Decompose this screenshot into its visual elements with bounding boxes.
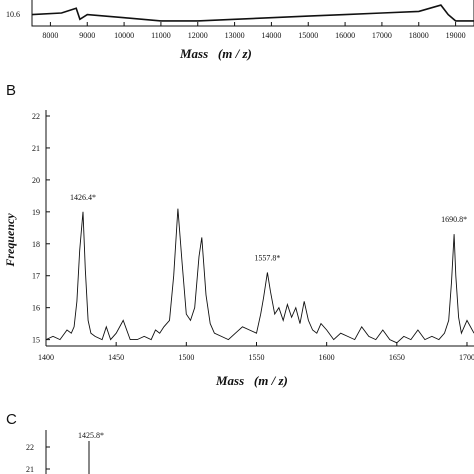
panel-a-plot-frame <box>31 0 474 27</box>
panel-b-x-tick-label: 1450 <box>108 353 124 362</box>
panel-b-y-tick-label: 15 <box>32 336 40 345</box>
panel-b-peak-label: 1557.8* <box>254 254 280 263</box>
panel-b-y-tick-label: 19 <box>32 208 40 217</box>
panel-a-x-tick-label: 13000 <box>225 31 245 40</box>
panel-c-peak-label: 1425.8* <box>78 431 104 440</box>
panel-b-y-tick-label: 18 <box>32 240 40 249</box>
panel-b-peak-label: 1426.4* <box>70 193 96 202</box>
panel-c-y-tick-label: 22 <box>26 443 34 452</box>
panel-a-x-tick-label: 18000 <box>409 31 429 40</box>
panel-b-x-axis-ticks: 1400 1450 1500 1550 1600 1650 1700 <box>38 342 474 362</box>
panel-a-x-tick-label: 9000 <box>79 31 95 40</box>
panel-b-y-tick-label: 22 <box>32 112 40 121</box>
panel-b-x-tick-label: 1400 <box>38 353 54 362</box>
panel-b-y-tick-label: 16 <box>32 304 40 313</box>
panel-a-x-tick-label: 11000 <box>151 31 171 40</box>
panel-a: 10.6 8000 9000 10000 11000 12000 13000 14000 15… <box>6 0 474 61</box>
panel-b-x-axis-title: Mass (m / z) <box>215 373 288 388</box>
panel-a-x-tick-label: 16000 <box>335 31 355 40</box>
panel-a-x-tick-label: 10000 <box>114 31 134 40</box>
panel-b-series-line <box>45 208 474 344</box>
panel-a-x-tick-label: 19000 <box>446 31 466 40</box>
panel-b-y-tick-label: 21 <box>32 144 40 153</box>
panel-a-y-tick-label: 10.6 <box>6 10 20 19</box>
panel-b-x-tick-label: 1550 <box>248 353 264 362</box>
panel-c-letter: C <box>6 411 17 428</box>
panel-a-x-axis: 8000 9000 10000 11000 12000 13000 14000 15000 16… <box>42 22 466 40</box>
panel-c-y-tick-label: 21 <box>26 465 34 474</box>
panel-b-x-tick-label: 1500 <box>178 353 194 362</box>
panel-b-peak-label: 1690.8* <box>441 215 467 224</box>
panel-b-peak-labels: 1426.4* 1557.8* 1690.8* <box>70 193 467 263</box>
panel-a-x-tick-label: 15000 <box>298 31 318 40</box>
panel-a-series-line <box>31 4 474 22</box>
panel-b-y-axis-ticks: 15 16 17 18 19 20 21 22 <box>32 112 50 345</box>
panel-a-x-tick-label: 14000 <box>261 31 281 40</box>
panel-a-x-tick-label: 12000 <box>188 31 208 40</box>
panel-b-y-tick-label: 20 <box>32 176 40 185</box>
panel-a-x-tick-label: 17000 <box>372 31 392 40</box>
panel-b-x-tick-label: 1650 <box>389 353 405 362</box>
panel-b-y-axis-title: Frequency <box>3 213 17 268</box>
panel-b-x-tick-label: 1600 <box>319 353 335 362</box>
panel-a-x-tick-label: 8000 <box>42 31 58 40</box>
panel-b-x-tick-label: 1700 <box>459 353 474 362</box>
panel-c: C 22 21 1425.8* <box>6 411 104 474</box>
panel-b-letter: B <box>6 82 16 99</box>
panel-a-x-axis-title: Mass (m / z) <box>179 46 252 61</box>
panel-b-y-tick-label: 17 <box>32 272 40 281</box>
